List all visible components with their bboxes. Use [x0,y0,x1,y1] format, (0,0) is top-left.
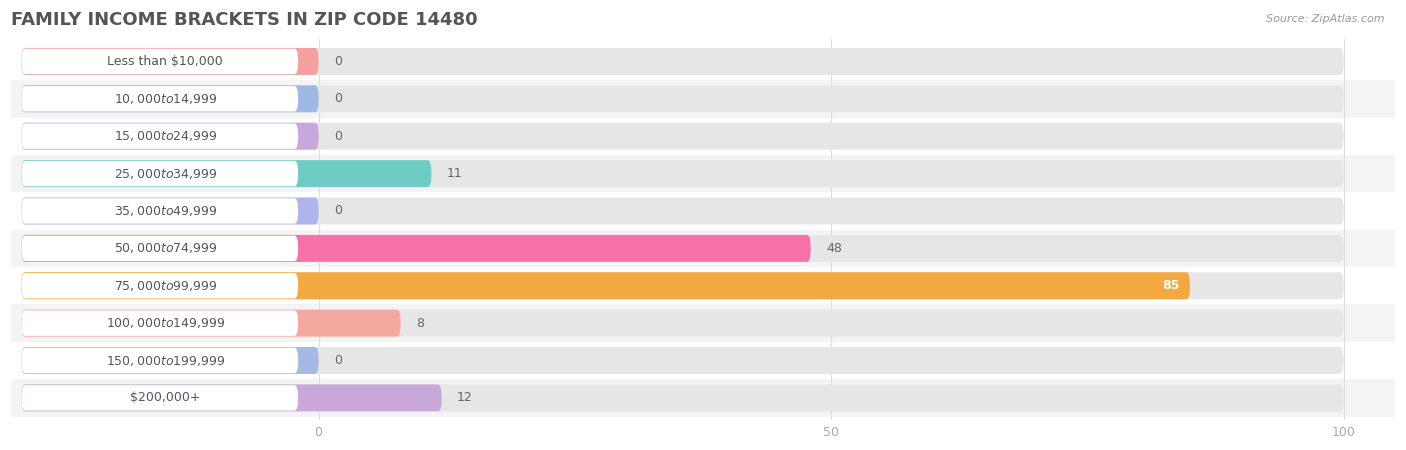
Text: $200,000+: $200,000+ [129,392,201,405]
Bar [11,379,1395,417]
FancyBboxPatch shape [21,48,1344,75]
Text: $75,000 to $99,999: $75,000 to $99,999 [114,279,217,293]
FancyBboxPatch shape [21,123,319,150]
FancyBboxPatch shape [21,161,298,186]
FancyBboxPatch shape [21,86,319,112]
FancyBboxPatch shape [21,310,298,336]
Text: 12: 12 [457,392,472,405]
Text: Source: ZipAtlas.com: Source: ZipAtlas.com [1267,14,1385,23]
FancyBboxPatch shape [21,347,1344,374]
FancyBboxPatch shape [21,310,401,337]
FancyBboxPatch shape [21,198,319,225]
Text: $150,000 to $199,999: $150,000 to $199,999 [105,354,225,368]
FancyBboxPatch shape [21,160,1344,187]
FancyBboxPatch shape [21,235,811,262]
FancyBboxPatch shape [21,236,298,261]
FancyBboxPatch shape [21,272,1189,299]
FancyBboxPatch shape [21,198,1344,225]
FancyBboxPatch shape [21,347,319,374]
Text: 0: 0 [335,92,342,105]
Text: $35,000 to $49,999: $35,000 to $49,999 [114,204,217,218]
Text: 0: 0 [335,130,342,143]
FancyBboxPatch shape [21,86,298,112]
FancyBboxPatch shape [21,160,432,187]
FancyBboxPatch shape [21,384,1344,411]
Bar [11,43,1395,80]
FancyBboxPatch shape [21,348,298,373]
Bar [11,342,1395,379]
Bar [11,155,1395,192]
FancyBboxPatch shape [21,235,1344,262]
FancyBboxPatch shape [21,385,298,410]
Text: $50,000 to $74,999: $50,000 to $74,999 [114,241,217,255]
Text: 0: 0 [335,55,342,68]
Bar [11,230,1395,267]
FancyBboxPatch shape [21,48,319,75]
Text: $10,000 to $14,999: $10,000 to $14,999 [114,92,217,106]
FancyBboxPatch shape [21,123,1344,150]
FancyBboxPatch shape [21,198,298,224]
Text: 8: 8 [416,317,425,330]
Text: 0: 0 [335,204,342,217]
Text: 0: 0 [335,354,342,367]
Text: Less than $10,000: Less than $10,000 [107,55,224,68]
Bar [11,117,1395,155]
FancyBboxPatch shape [21,273,298,298]
FancyBboxPatch shape [21,123,298,149]
Bar [11,192,1395,230]
FancyBboxPatch shape [21,86,1344,112]
Text: $25,000 to $34,999: $25,000 to $34,999 [114,166,217,180]
Bar [11,80,1395,117]
Text: 85: 85 [1163,279,1180,292]
Text: 11: 11 [447,167,463,180]
Text: $100,000 to $149,999: $100,000 to $149,999 [105,316,225,330]
FancyBboxPatch shape [21,49,298,74]
Bar [11,267,1395,305]
Text: FAMILY INCOME BRACKETS IN ZIP CODE 14480: FAMILY INCOME BRACKETS IN ZIP CODE 14480 [11,11,478,29]
Text: $15,000 to $24,999: $15,000 to $24,999 [114,129,217,143]
FancyBboxPatch shape [21,384,441,411]
Text: 48: 48 [825,242,842,255]
Bar [11,305,1395,342]
FancyBboxPatch shape [21,310,1344,337]
FancyBboxPatch shape [21,272,1344,299]
